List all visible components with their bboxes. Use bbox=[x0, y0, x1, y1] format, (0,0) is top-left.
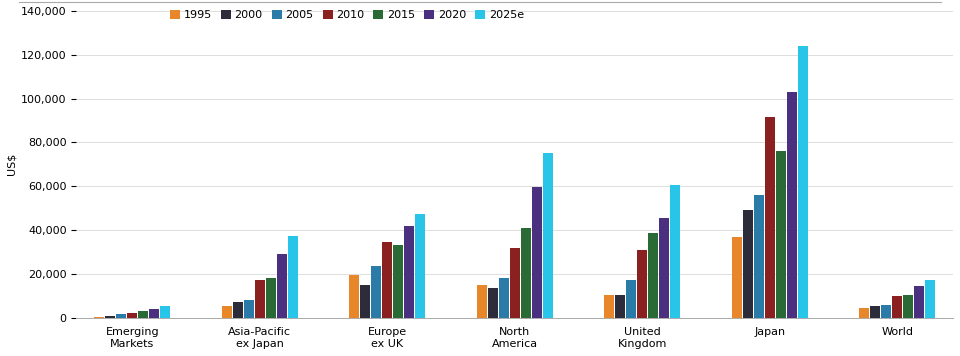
Bar bbox=[892, 296, 902, 318]
Bar bbox=[764, 117, 775, 318]
Bar bbox=[150, 309, 159, 318]
Bar bbox=[615, 295, 625, 318]
Y-axis label: US$: US$ bbox=[7, 153, 17, 176]
Bar bbox=[626, 281, 636, 318]
Bar bbox=[670, 185, 681, 318]
Bar bbox=[382, 242, 393, 318]
Bar bbox=[138, 311, 149, 318]
Bar bbox=[743, 210, 753, 318]
Bar bbox=[160, 306, 171, 318]
Bar bbox=[266, 278, 276, 318]
Bar bbox=[925, 281, 935, 318]
Bar bbox=[394, 245, 403, 318]
Bar bbox=[732, 237, 742, 318]
Bar bbox=[660, 218, 669, 318]
Bar bbox=[786, 92, 797, 318]
Bar bbox=[637, 250, 647, 318]
Bar bbox=[94, 316, 105, 318]
Bar bbox=[520, 228, 531, 318]
Bar bbox=[477, 285, 487, 318]
Bar bbox=[360, 285, 371, 318]
Bar bbox=[859, 308, 869, 318]
Bar bbox=[288, 236, 298, 318]
Bar bbox=[416, 214, 425, 318]
Bar bbox=[116, 314, 127, 318]
Bar bbox=[870, 306, 880, 318]
Bar bbox=[254, 281, 265, 318]
Legend: 1995, 2000, 2005, 2010, 2015, 2020, 2025e: 1995, 2000, 2005, 2010, 2015, 2020, 2025… bbox=[170, 10, 524, 21]
Bar bbox=[372, 266, 381, 318]
Bar bbox=[498, 278, 509, 318]
Bar bbox=[222, 306, 232, 318]
Bar bbox=[776, 151, 785, 318]
Bar bbox=[542, 153, 553, 318]
Bar bbox=[404, 226, 415, 318]
Bar bbox=[798, 46, 807, 318]
Bar bbox=[903, 295, 913, 318]
Bar bbox=[128, 313, 137, 318]
Bar bbox=[244, 300, 253, 318]
Bar bbox=[488, 288, 498, 318]
Bar bbox=[532, 187, 541, 318]
Bar bbox=[510, 248, 519, 318]
Bar bbox=[914, 286, 924, 318]
Bar bbox=[106, 315, 115, 318]
Bar bbox=[349, 275, 359, 318]
Bar bbox=[754, 195, 764, 318]
Bar bbox=[276, 254, 287, 318]
Bar bbox=[881, 305, 891, 318]
Bar bbox=[232, 302, 243, 318]
Bar bbox=[604, 295, 614, 318]
Bar bbox=[648, 234, 659, 318]
